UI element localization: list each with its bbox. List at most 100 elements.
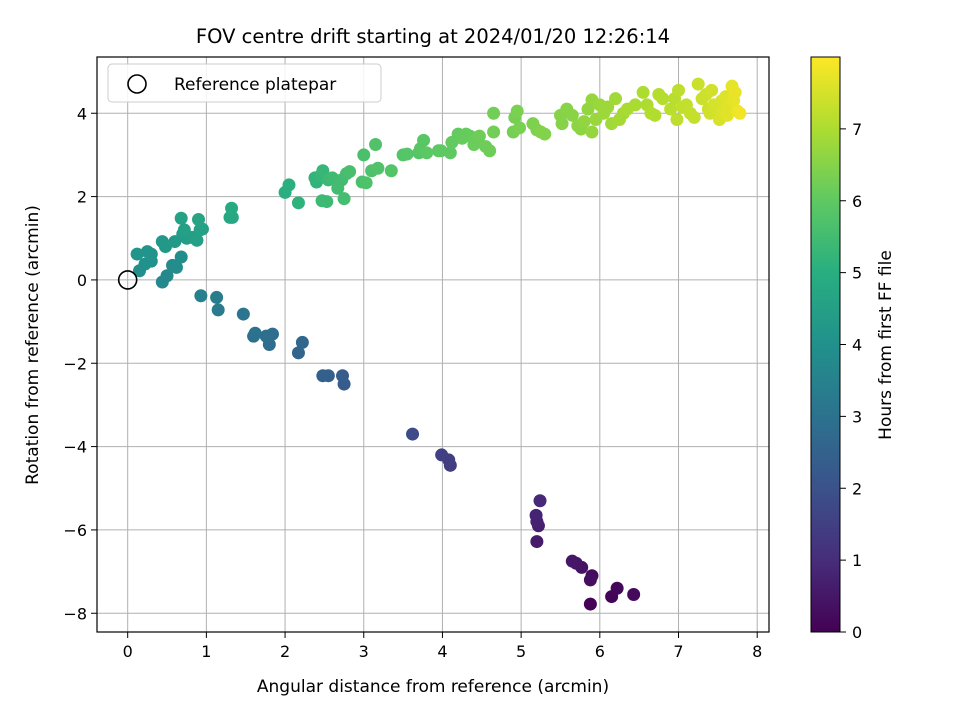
data-point (435, 448, 449, 462)
data-point (291, 196, 305, 210)
colorbar-tick-label: 2 (852, 479, 862, 498)
y-tick-label: 2 (77, 188, 87, 207)
colorbar-gradient (810, 56, 841, 633)
data-point (565, 108, 579, 122)
colorbar-tick-label: 6 (852, 192, 862, 211)
colorbar-tick-label: 3 (852, 407, 862, 426)
data-point (192, 213, 206, 226)
data-point (369, 138, 383, 151)
x-tick-label: 7 (673, 642, 683, 661)
x-tick-label: 1 (201, 642, 211, 661)
data-point (194, 289, 208, 303)
chart-title: FOV centre drift starting at 2024/01/20 … (196, 25, 670, 48)
legend-label-reference: Reference platepar (174, 75, 336, 95)
data-point (583, 573, 597, 587)
colorbar-tick-label: 5 (852, 264, 862, 283)
data-point (656, 92, 670, 106)
data-point (627, 588, 641, 601)
data-point (529, 508, 543, 522)
data-point (530, 535, 544, 549)
data-point (144, 247, 158, 261)
x-tick-label: 0 (123, 642, 133, 661)
y-tick-label: 0 (77, 271, 87, 290)
x-tick-label: 3 (359, 642, 369, 661)
data-point (384, 164, 398, 178)
data-point (733, 106, 747, 120)
data-point (672, 83, 686, 97)
data-point (259, 329, 273, 343)
data-point (691, 77, 705, 91)
data-point (417, 133, 431, 147)
data-point (513, 121, 527, 135)
data-point (601, 100, 615, 114)
data-point (211, 303, 225, 317)
data-point (400, 147, 414, 161)
data-point (510, 104, 524, 118)
x-tick-label: 4 (437, 642, 447, 661)
data-point (316, 369, 330, 383)
data-point (336, 369, 350, 383)
plot-frame (96, 56, 770, 633)
x-tick-label: 6 (595, 642, 605, 661)
y-tick-label: −8 (63, 604, 87, 623)
data-point (533, 494, 547, 508)
data-point (320, 195, 334, 209)
legend-marker (127, 74, 147, 94)
data-point (190, 233, 204, 247)
data-point (687, 110, 701, 124)
data-point (705, 83, 719, 97)
data-point (583, 597, 597, 611)
data-point (174, 250, 188, 264)
data-point (174, 211, 188, 225)
data-point (357, 148, 371, 162)
colorbar-ticks: 0 1 2 3 4 5 6 7 (840, 120, 862, 642)
data-point (371, 161, 385, 175)
data-point (160, 269, 174, 283)
legend: Reference platepar (107, 63, 382, 103)
data-point (577, 115, 591, 129)
data-point (177, 223, 191, 237)
x-tick-label: 5 (516, 642, 526, 661)
data-point (609, 92, 623, 106)
data-point (610, 581, 624, 595)
colorbar-tick-label: 4 (852, 336, 862, 355)
data-point (487, 106, 501, 120)
data-point (670, 113, 684, 126)
colorbar-label: Hours from first FF file (876, 250, 896, 440)
x-axis-ticks: 0 1 2 3 4 5 6 7 8 (123, 632, 762, 661)
data-point (443, 146, 457, 160)
data-point (295, 335, 309, 349)
y-tick-label: −4 (63, 438, 87, 457)
data-point (472, 129, 486, 143)
data-point (487, 125, 501, 139)
data-point (628, 98, 642, 112)
colorbar-tick-label: 0 (852, 623, 862, 642)
colorbar-tick-label: 1 (852, 551, 862, 570)
x-tick-label: 2 (280, 642, 290, 661)
legend-box (107, 63, 382, 103)
y-axis-label: Rotation from reference (arcmin) (23, 205, 43, 485)
grid-lines (97, 57, 769, 632)
data-point (585, 125, 599, 139)
data-point (420, 146, 434, 160)
data-point (225, 201, 239, 215)
data-point (636, 85, 650, 99)
y-tick-label: −2 (63, 354, 87, 373)
data-point (248, 326, 262, 340)
data-point (664, 102, 678, 116)
data-point (282, 178, 296, 192)
data-point (565, 554, 579, 568)
y-tick-label: −6 (63, 521, 87, 540)
y-tick-label: 4 (77, 104, 87, 123)
x-axis-label: Angular distance from reference (arcmin) (257, 677, 609, 697)
data-point (406, 427, 420, 441)
data-point (236, 307, 250, 321)
y-axis-ticks: 4 2 0 −2 −4 −6 −8 (63, 104, 97, 623)
data-point (483, 144, 497, 158)
data-point (210, 290, 224, 304)
data-point (291, 346, 305, 360)
colorbar: 0 1 2 3 4 5 6 7 Hours from first FF file (810, 56, 896, 642)
data-points (130, 77, 747, 611)
data-point (359, 176, 373, 190)
data-point (343, 165, 357, 179)
